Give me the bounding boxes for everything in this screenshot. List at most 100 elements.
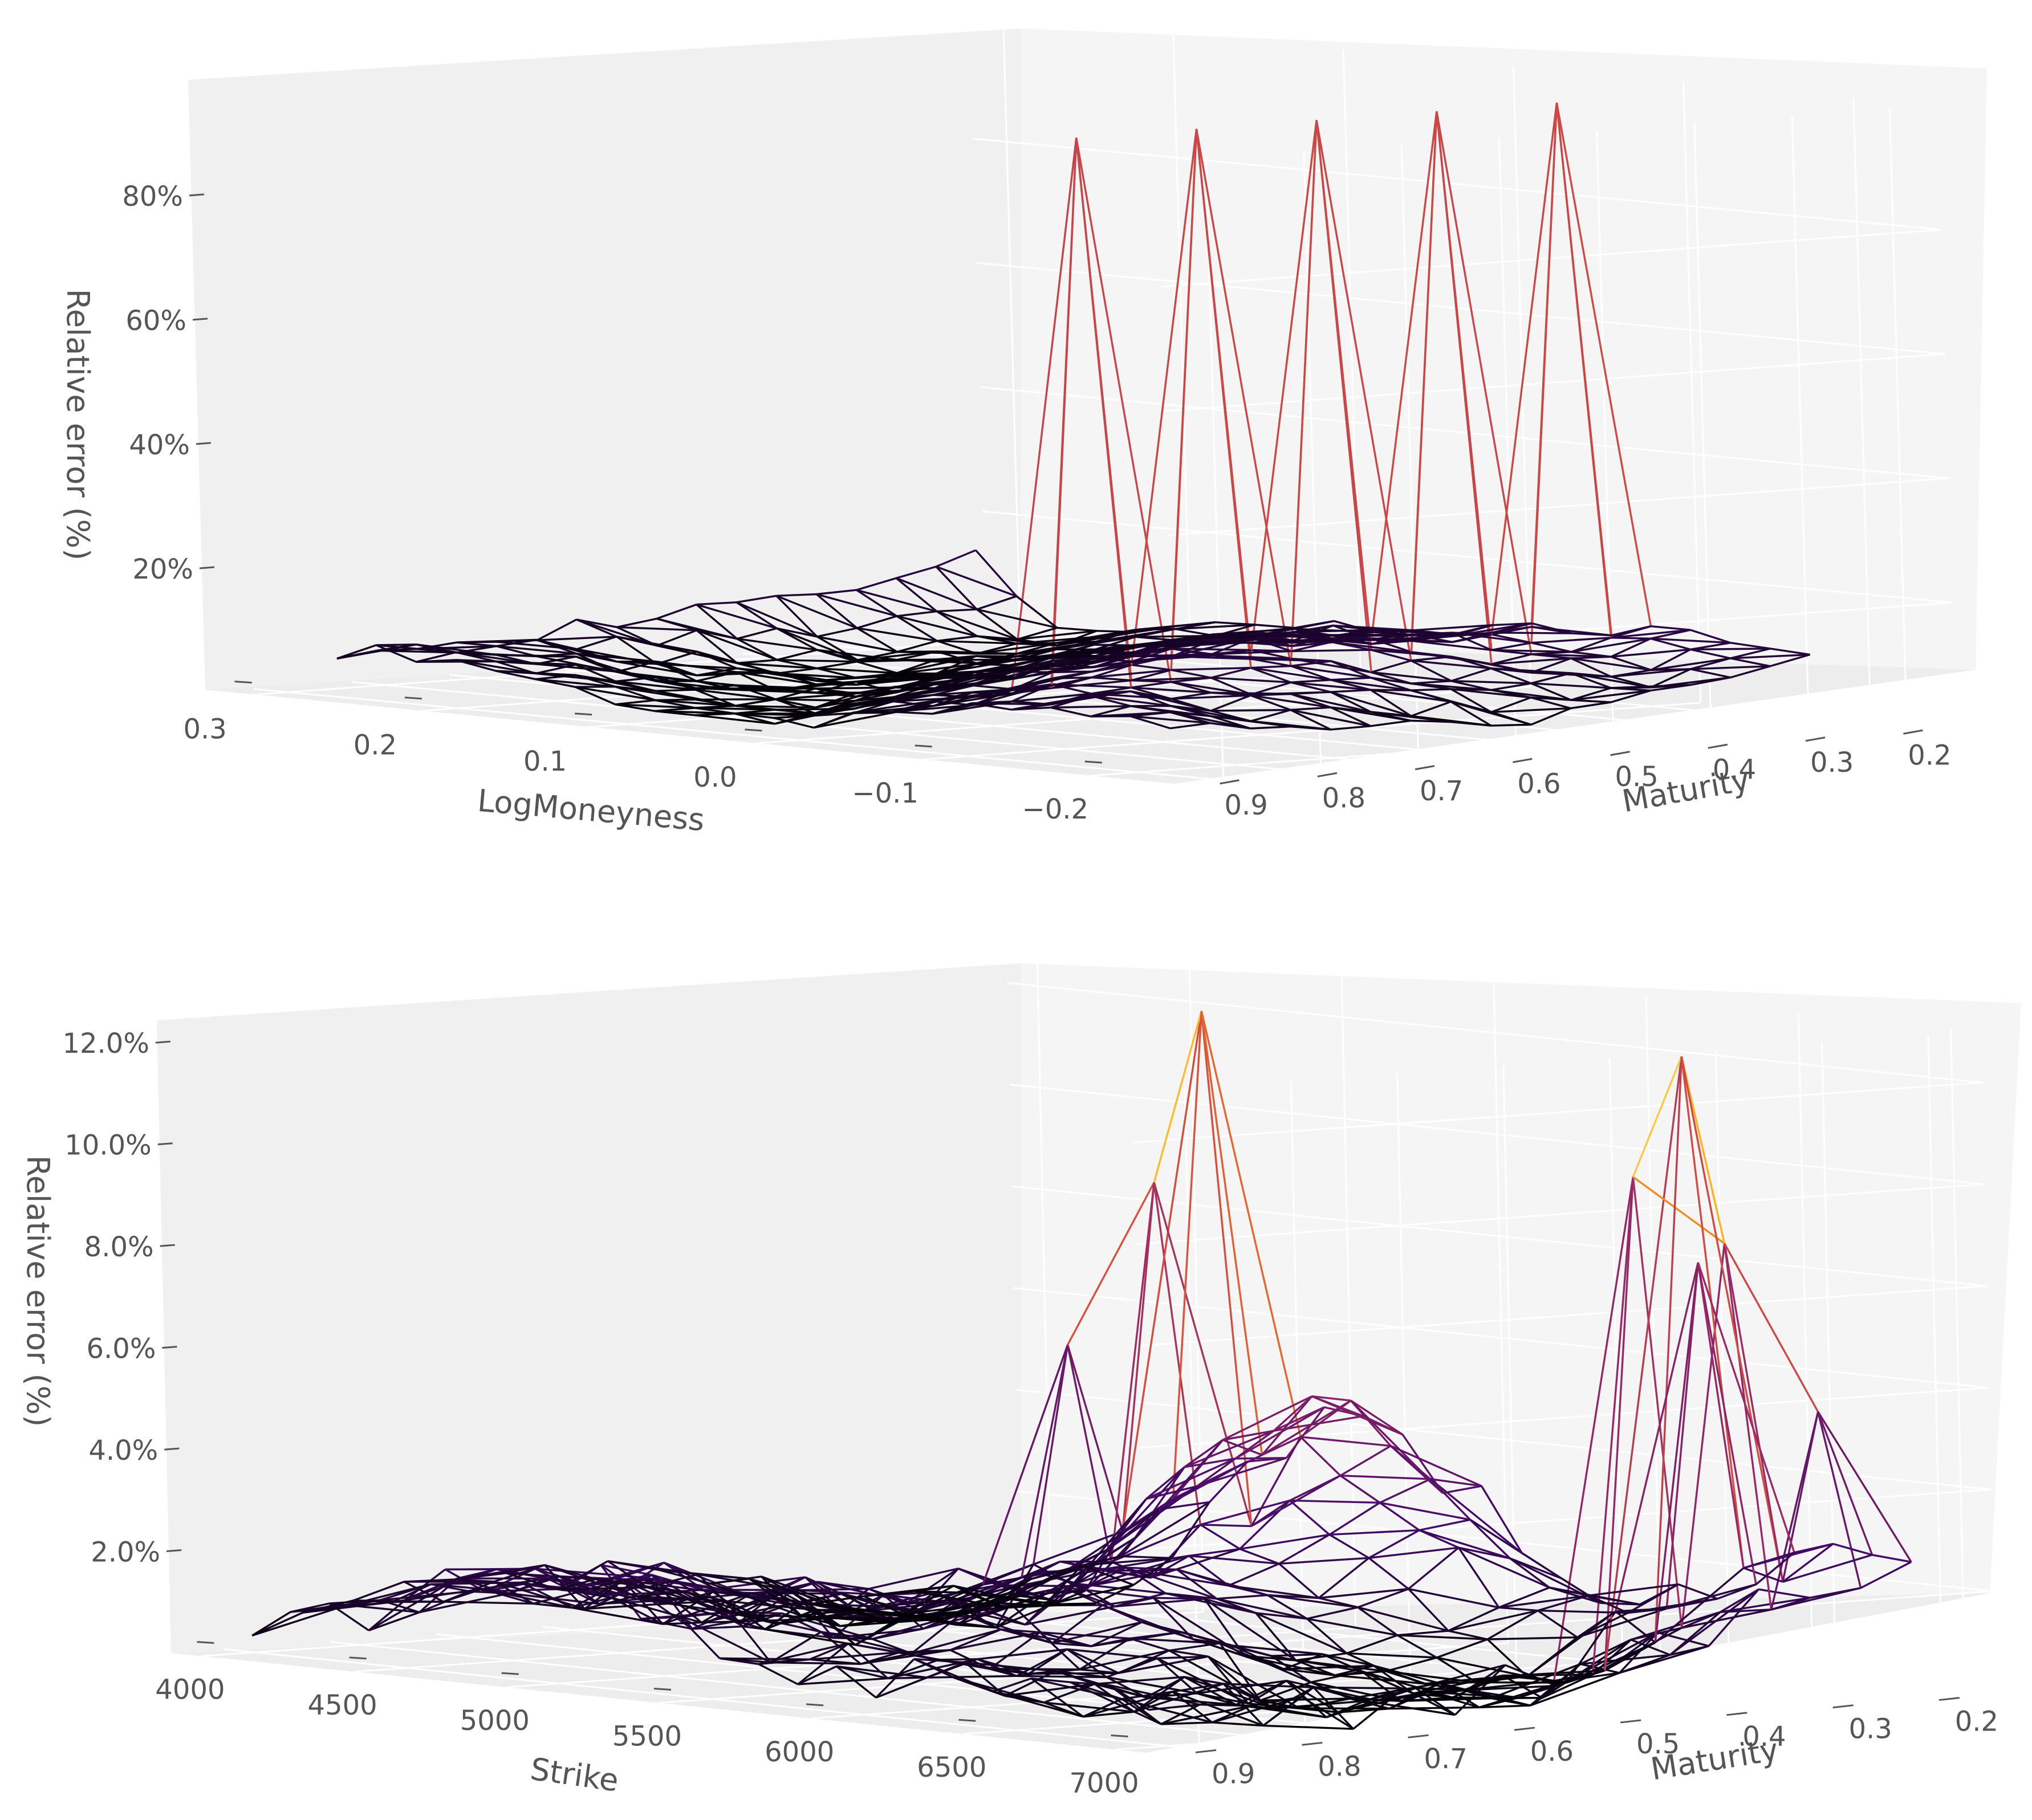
wire-segment-952 xyxy=(1571,637,1651,653)
wire-segment-1045 xyxy=(1782,1543,1834,1583)
wire-segment-954 xyxy=(1300,1436,1391,1447)
wire-segment-374 xyxy=(1171,666,1251,671)
wire-segment-767 xyxy=(1610,689,1651,703)
wire-segment-960 xyxy=(1419,1529,1510,1560)
wire-segment-769 xyxy=(856,627,898,653)
wire-segment-350 xyxy=(696,680,777,692)
wire-segment-532 xyxy=(1450,701,1492,727)
wire-segment-1048 xyxy=(1817,1411,1912,1563)
y-tick-label-3: 0.6 xyxy=(1530,1736,1574,1768)
wire-segment-973 xyxy=(1680,1056,1745,1569)
wire-segment-962 xyxy=(1458,1546,1550,1589)
wire-segment-61 xyxy=(1130,711,1171,718)
wire-segment-840 xyxy=(863,1595,904,1615)
wire-segment-953 xyxy=(1610,637,1651,658)
wire-segment-824 xyxy=(1491,657,1571,665)
wire-segment-866 xyxy=(903,1602,993,1615)
y-tick-mark-4 xyxy=(1620,1719,1641,1724)
wire-segment-264 xyxy=(989,1668,1080,1671)
z-tick-label-5: 12.0% xyxy=(62,1028,149,1060)
wire-segment-896 xyxy=(1487,1636,1578,1640)
wire-segment-707 xyxy=(1032,1345,1069,1565)
x-tick-label-2: 0.1 xyxy=(523,746,567,777)
wire-segment-909 xyxy=(1758,1588,1810,1599)
wire-segment-317 xyxy=(1290,706,1331,711)
wire-segment-938 xyxy=(992,1564,1083,1604)
wire-segment-901 xyxy=(1604,1642,1656,1672)
wire-segment-270 xyxy=(1106,1676,1197,1695)
wire-segment-1034 xyxy=(1373,631,1414,637)
wire-segment-931 xyxy=(1723,1243,1773,1610)
wire-segment-865 xyxy=(903,1585,954,1615)
wire-segment-552 xyxy=(1350,1682,1440,1700)
wire-segment-449 xyxy=(674,1600,726,1605)
y-tick-mark-2 xyxy=(1708,743,1728,749)
wire-segment-183 xyxy=(1091,686,1132,695)
z-tick-label-2: 6.0% xyxy=(87,1333,156,1365)
y-tick-mark-5 xyxy=(1726,1712,1747,1716)
wire-segment-779 xyxy=(1153,1182,1202,1525)
x-tick-mark-1 xyxy=(349,1656,367,1660)
wire-segment-509 xyxy=(1350,1697,1390,1710)
wire-segment-470 xyxy=(616,626,697,632)
wire-segment-1066 xyxy=(1639,1583,1679,1606)
wire-segment-250 xyxy=(715,1576,806,1590)
x-tick-label-0: 4000 xyxy=(155,1674,225,1705)
wire-segment-1056 xyxy=(1247,1457,1287,1463)
wire-segment-955 xyxy=(1340,1445,1392,1477)
wire-segment-745 xyxy=(1189,1548,1240,1557)
wire-segment-724 xyxy=(1571,699,1611,703)
wireframe-surface-2 xyxy=(251,1011,1912,1730)
wire-segment-514 xyxy=(737,662,778,675)
wire-segment-48 xyxy=(720,1657,810,1660)
wire-segment-206 xyxy=(1172,1691,1264,1727)
wire-segment-129 xyxy=(1004,1670,1056,1697)
wire-segment-709 xyxy=(1111,1561,1151,1579)
wire-segment-958 xyxy=(1690,665,1770,670)
wire-segment-821 xyxy=(1436,111,1493,650)
wire-segment-450 xyxy=(674,1602,766,1631)
wire-segment-164 xyxy=(695,698,775,701)
wire-segment-1020 xyxy=(1690,648,1770,651)
wire-segment-272 xyxy=(1145,1696,1237,1706)
wire-segment-595 xyxy=(1450,688,1492,713)
wire-segment-28 xyxy=(456,659,536,675)
wire-segment-133 xyxy=(1083,1711,1135,1718)
wire-segment-216 xyxy=(496,645,577,655)
wire-segment-1058 xyxy=(1324,1406,1364,1418)
wire-segment-402 xyxy=(1290,681,1331,693)
wire-segment-658 xyxy=(788,1589,880,1622)
wire-segment-151 xyxy=(456,645,497,654)
wire-segment-440 xyxy=(1250,666,1331,681)
wire-segment-891 xyxy=(1408,1546,1460,1590)
wire-segment-15 xyxy=(836,1666,877,1699)
wire-segment-781 xyxy=(1239,1548,1279,1565)
wire-segment-927 xyxy=(1576,1610,1616,1639)
wire-segment-600 xyxy=(737,637,818,651)
wire-segment-1069 xyxy=(1755,1552,1795,1586)
wire-segment-222 xyxy=(872,1638,912,1655)
wire-segment-378 xyxy=(584,1602,675,1610)
wire-segment-984 xyxy=(1120,1508,1160,1557)
wire-segment-423 xyxy=(674,1590,714,1605)
wire-segment-62 xyxy=(1130,715,1210,724)
wire-segment-889 xyxy=(1368,1529,1420,1559)
wire-segment-1049 xyxy=(1860,1561,1912,1589)
wire-segment-975 xyxy=(1723,1243,1784,1582)
wire-segment-45 xyxy=(813,712,854,729)
z-tick-mark-2 xyxy=(192,317,208,321)
wire-segment-1042 xyxy=(1690,629,1731,644)
wire-segment-764 xyxy=(1541,1639,1632,1699)
wire-segment-320 xyxy=(537,639,578,650)
wire-segment-1 xyxy=(376,644,417,663)
pane-back-right-2 xyxy=(1021,963,2021,1613)
wire-segment-988 xyxy=(1273,1395,1313,1432)
wire-segment-1041 xyxy=(1651,625,1691,631)
wire-segment-734 xyxy=(936,658,1017,661)
wire-segment-1024 xyxy=(975,549,1018,597)
wire-segment-693 xyxy=(1491,1697,1542,1700)
wire-segment-975 xyxy=(1530,103,1558,627)
wire-segment-889 xyxy=(1571,655,1611,659)
wire-segment-612 xyxy=(1204,1598,1297,1662)
y-tick-label-0: 0.9 xyxy=(1212,1758,1255,1790)
